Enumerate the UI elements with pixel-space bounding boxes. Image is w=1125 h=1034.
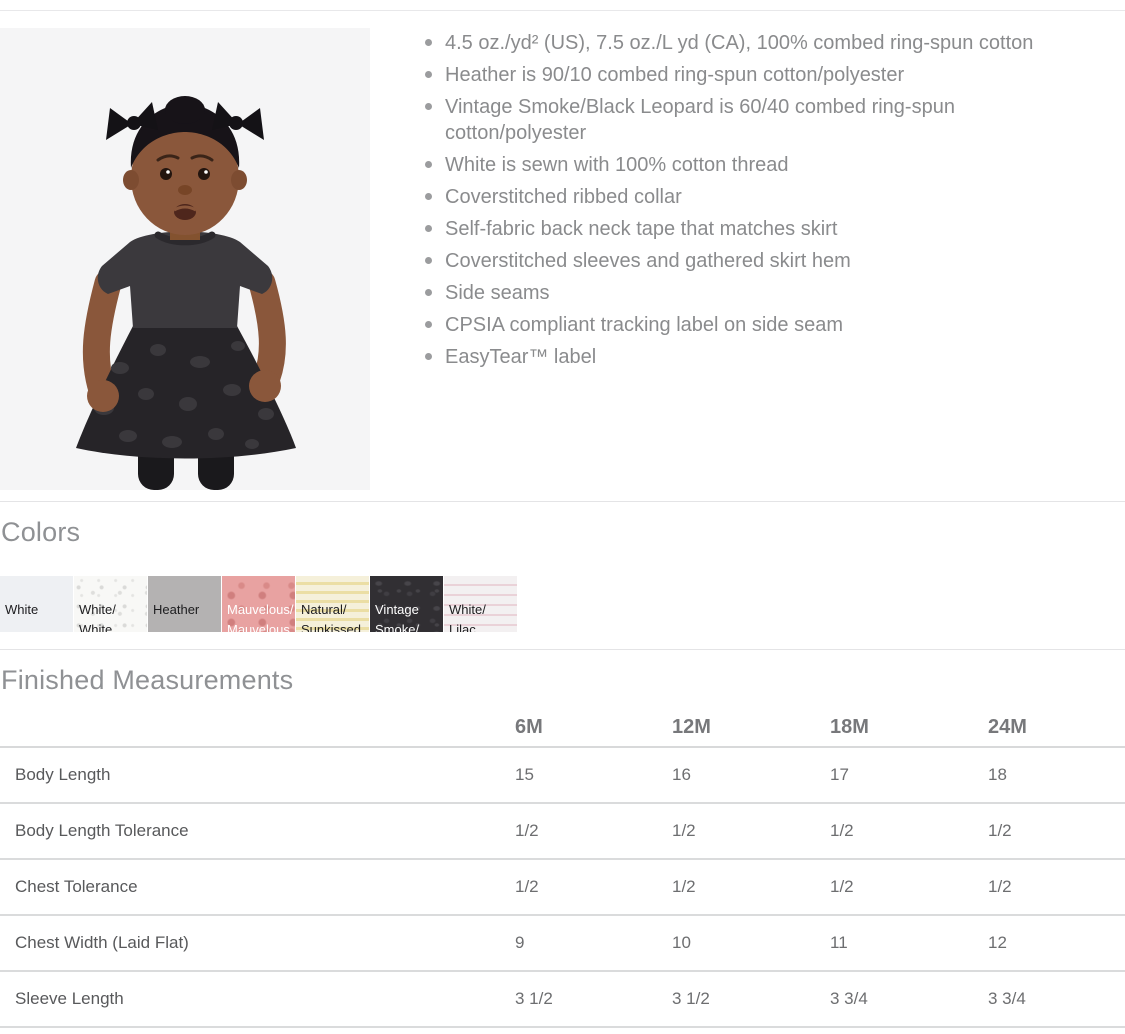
feature-item: CPSIA compliant tracking label on side s… xyxy=(425,312,1070,338)
size-column-header: 18M xyxy=(830,716,869,738)
measurement-value: 3 3/4 xyxy=(830,989,868,1008)
measurement-value: 16 xyxy=(672,765,691,784)
size-column-header: 12M xyxy=(672,716,711,738)
hair-bow-left xyxy=(106,102,158,140)
table-row: Chest Width (Laid Flat) 9 10 11 12 xyxy=(0,916,1125,972)
color-swatch[interactable]: White/ Lilac Stripe xyxy=(444,576,517,632)
measurements-heading: Finished Measurements xyxy=(1,665,294,695)
feature-item: Coverstitched sleeves and gathered skirt… xyxy=(425,248,1070,274)
color-swatch-label: White/ Lilac Stripe xyxy=(449,602,486,632)
header-spacer xyxy=(0,739,515,746)
top-divider xyxy=(0,10,1125,11)
measurement-value: 1/2 xyxy=(988,821,1012,840)
measurement-value: 12 xyxy=(988,933,1007,952)
feature-item: Side seams xyxy=(425,280,1070,306)
color-swatch-strip: White White/ White Scatter Heather Mauve… xyxy=(0,576,519,632)
color-swatch-label: Natural/ Sunkissed Stripe xyxy=(301,602,361,632)
color-swatch[interactable]: Natural/ Sunkissed Stripe xyxy=(296,576,369,632)
color-swatch[interactable]: White/ White Scatter xyxy=(74,576,147,632)
measurement-value: 10 xyxy=(672,933,691,952)
feature-item: EasyTear™ label xyxy=(425,344,1070,370)
colors-section-divider xyxy=(0,501,1125,502)
table-row: Body Length 15 16 17 18 xyxy=(0,748,1125,804)
measurement-value: 1/2 xyxy=(672,821,696,840)
table-row: Sleeve Length 3 1/2 3 1/2 3 3/4 3 3/4 xyxy=(0,972,1125,1028)
feature-item: 4.5 oz./yd² (US), 7.5 oz./L yd (CA), 100… xyxy=(425,30,1070,56)
hair-bow-right xyxy=(212,102,264,140)
measurement-value: 1/2 xyxy=(830,821,854,840)
measurement-value: 1/2 xyxy=(988,877,1012,896)
measurement-value: 9 xyxy=(515,933,525,952)
size-column-header: 6M xyxy=(515,716,543,738)
measurement-value: 15 xyxy=(515,765,534,784)
color-swatch-label: White/ White Scatter xyxy=(79,602,116,632)
measurement-value: 1/2 xyxy=(672,877,696,896)
row-label: Sleeve Length xyxy=(15,989,124,1008)
product-feature-list: 4.5 oz./yd² (US), 7.5 oz./L yd (CA), 100… xyxy=(425,30,1070,490)
color-swatch[interactable]: White xyxy=(0,576,73,632)
row-label: Body Length Tolerance xyxy=(15,821,189,840)
feature-item: Self-fabric back neck tape that matches … xyxy=(425,216,1070,242)
feature-item: White is sewn with 100% cotton thread xyxy=(425,152,1070,178)
row-label: Chest Tolerance xyxy=(15,877,138,896)
feature-item: Vintage Smoke/Black Leopard is 60/40 com… xyxy=(425,94,1070,146)
measurement-value: 3 3/4 xyxy=(988,989,1026,1008)
table-header-row: 6M 12M 18M 24M xyxy=(0,704,1125,748)
color-swatch-label: White xyxy=(5,602,39,617)
table-row: Body Length Tolerance 1/2 1/2 1/2 1/2 xyxy=(0,804,1125,860)
dress-bodice xyxy=(97,231,273,328)
dress-leopard-skirt xyxy=(76,326,296,459)
measurement-value: 3 1/2 xyxy=(515,989,553,1008)
table-row: Chest Tolerance 1/2 1/2 1/2 1/2 xyxy=(0,860,1125,916)
baby-face xyxy=(156,154,214,220)
feature-item: Heather is 90/10 combed ring-spun cotton… xyxy=(425,62,1070,88)
measurement-value: 11 xyxy=(830,933,848,952)
color-swatch[interactable]: Heather xyxy=(148,576,221,632)
baby-hands xyxy=(87,370,281,412)
colors-heading: Colors xyxy=(1,517,81,547)
row-label: Body Length xyxy=(15,765,111,784)
feature-item: Coverstitched ribbed collar xyxy=(425,184,1070,210)
product-photo[interactable] xyxy=(0,28,370,490)
measurement-value: 1/2 xyxy=(830,877,854,896)
measurement-value: 3 1/2 xyxy=(672,989,710,1008)
row-label: Chest Width (Laid Flat) xyxy=(15,933,189,952)
color-swatch[interactable]: Mauvelous/ Mauvelous Scatter xyxy=(222,576,295,632)
color-swatch-label: Mauvelous/ Mauvelous Scatter xyxy=(227,602,294,632)
measurements-table: 6M 12M 18M 24M Body Length 15 16 17 18 B… xyxy=(0,704,1125,1028)
measurements-section-divider xyxy=(0,649,1125,650)
color-swatch-label: Heather xyxy=(153,602,200,617)
product-details-section: 4.5 oz./yd² (US), 7.5 oz./L yd (CA), 100… xyxy=(0,28,1125,490)
color-swatch-label: Vintage Smoke/ Black xyxy=(375,602,420,632)
measurement-value: 17 xyxy=(830,765,849,784)
measurement-value: 1/2 xyxy=(515,877,539,896)
measurement-value: 18 xyxy=(988,765,1007,784)
size-column-header: 24M xyxy=(988,716,1027,738)
color-swatch[interactable]: Vintage Smoke/ Black xyxy=(370,576,443,632)
measurement-value: 1/2 xyxy=(515,821,539,840)
baby-head xyxy=(106,96,264,240)
